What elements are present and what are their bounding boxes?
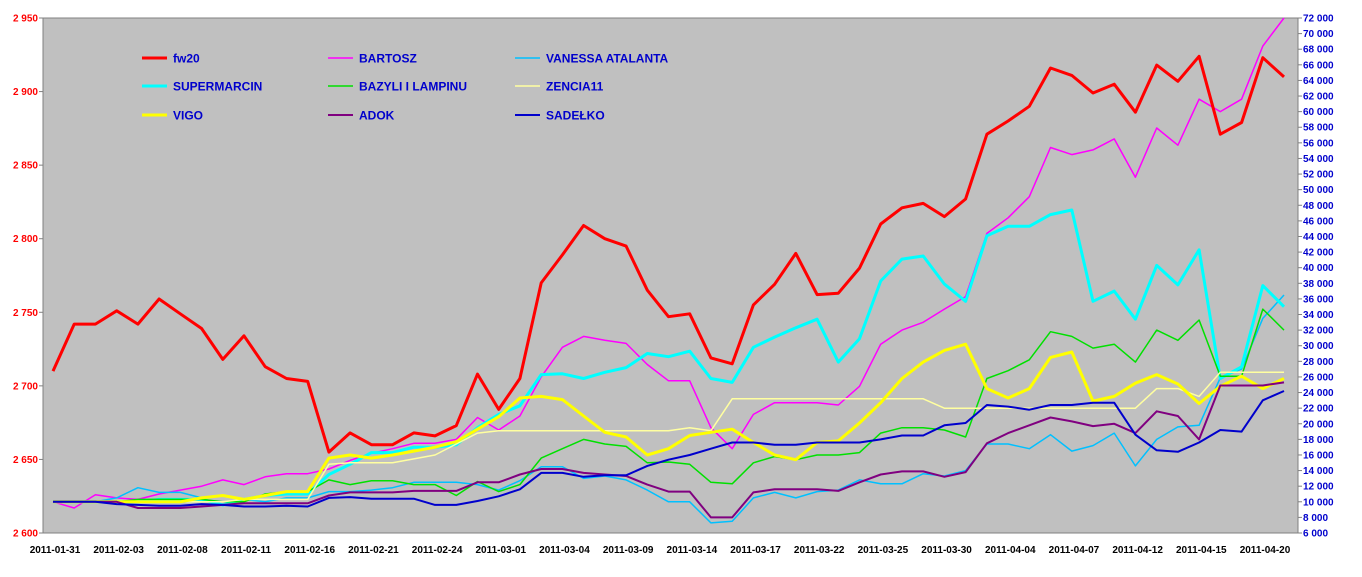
right-tick-label: 10 000 [1303, 497, 1334, 508]
x-tick-label: 2011-03-30 [921, 545, 972, 556]
series-line-vanessa-atalanta [53, 294, 1285, 524]
series-line-adok [53, 381, 1285, 519]
right-tick-label: 48 000 [1303, 201, 1334, 212]
right-tick-label: 8 000 [1303, 513, 1328, 524]
right-tick-label: 50 000 [1303, 185, 1334, 196]
right-tick-label: 18 000 [1303, 435, 1334, 446]
left-tick-label: 2 850 [13, 161, 38, 172]
left-tick-label: 2 700 [13, 381, 38, 392]
legend-label: ZENCIA11 [546, 80, 604, 94]
series-line-fw20 [51, 54, 1286, 454]
left-tick-label: 2 900 [13, 87, 38, 98]
right-tick-label: 66 000 [1303, 60, 1334, 71]
x-tick-label: 2011-04-12 [1112, 545, 1163, 556]
legend-label: SADEŁKO [546, 109, 605, 123]
right-tick-label: 24 000 [1303, 388, 1334, 399]
right-tick-label: 36 000 [1303, 294, 1334, 305]
right-tick-label: 28 000 [1303, 357, 1334, 368]
right-tick-label: 72 000 [1303, 14, 1334, 25]
left-tick-label: 2 800 [13, 234, 38, 245]
left-tick-label: 2 650 [13, 455, 38, 466]
series-lines [51, 17, 1286, 524]
x-tick-label: 2011-03-01 [475, 545, 526, 556]
x-tick-label: 2011-03-25 [858, 545, 909, 556]
right-tick-label: 12 000 [1303, 482, 1334, 493]
x-tick-label: 2011-03-14 [667, 545, 718, 556]
series-line-sade-ko [53, 390, 1285, 508]
right-tick-label: 64 000 [1303, 76, 1334, 87]
x-tick-label: 2011-03-22 [794, 545, 845, 556]
left-tick-label: 2 950 [13, 14, 38, 25]
x-tick-label: 2011-02-03 [93, 545, 144, 556]
right-tick-label: 40 000 [1303, 263, 1334, 274]
right-tick-label: 58 000 [1303, 123, 1334, 134]
plot-area [42, 17, 1299, 534]
right-tick-label: 56 000 [1303, 138, 1334, 149]
left-y-axis: 2 600 2 650 2 700 2 750 2 800 2 850 2 900 2 950 [13, 14, 43, 540]
right-tick-label: 42 000 [1303, 248, 1334, 259]
x-tick-label: 2011-02-24 [412, 545, 463, 556]
left-tick-label: 2 750 [13, 308, 38, 319]
right-y-axis: 6 000 8 000 10 000 12 000 14 000 16 000 18 000… [1298, 14, 1334, 540]
series-line-bartosz [52, 17, 1285, 509]
x-tick-label: 2011-02-11 [221, 545, 271, 556]
x-tick-label: 2011-03-17 [730, 545, 781, 556]
right-tick-label: 16 000 [1303, 450, 1334, 461]
right-tick-label: 44 000 [1303, 232, 1334, 243]
legend-label: BAZYLI I LAMPINU [359, 80, 467, 94]
right-tick-label: 6 000 [1303, 529, 1328, 540]
x-axis-labels: 2011-01-31 2011-02-03 2011-02-08 2011-02-11… [30, 545, 1291, 556]
series-line-zencia11 [53, 371, 1284, 503]
x-tick-label: 2011-02-08 [157, 545, 208, 556]
right-tick-label: 22 000 [1303, 404, 1334, 415]
right-tick-label: 32 000 [1303, 326, 1334, 337]
legend-label: VANESSA ATALANTA [546, 52, 669, 66]
right-tick-label: 20 000 [1303, 419, 1334, 430]
right-tick-label: 38 000 [1303, 279, 1334, 290]
legend-label: VIGO [173, 109, 203, 123]
x-tick-label: 2011-03-04 [539, 545, 590, 556]
right-tick-label: 30 000 [1303, 341, 1334, 352]
x-tick-label: 2011-01-31 [30, 545, 81, 556]
legend-label: ADOK [359, 109, 395, 123]
x-tick-label: 2011-04-04 [985, 545, 1036, 556]
x-tick-label: 2011-04-20 [1240, 545, 1291, 556]
legend-label: fw20 [173, 52, 200, 66]
left-tick-label: 2 600 [13, 529, 38, 540]
x-tick-label: 2011-04-15 [1176, 545, 1227, 556]
legend: fw20 BARTOSZ VANESSA ATALANTA SUPERMARCIN BA… [142, 52, 669, 123]
right-tick-label: 68 000 [1303, 45, 1334, 56]
series-line-vigo [53, 342, 1285, 504]
x-tick-label: 2011-04-07 [1049, 545, 1100, 556]
right-tick-label: 60 000 [1303, 107, 1334, 118]
right-tick-label: 34 000 [1303, 310, 1334, 321]
legend-label: BARTOSZ [359, 52, 417, 66]
x-tick-label: 2011-03-09 [603, 545, 654, 556]
x-tick-label: 2011-02-16 [284, 545, 335, 556]
legend-label: SUPERMARCIN [173, 80, 262, 94]
right-tick-label: 62 000 [1303, 92, 1334, 103]
right-tick-label: 70 000 [1303, 29, 1334, 40]
right-tick-label: 52 000 [1303, 170, 1334, 181]
right-tick-label: 14 000 [1303, 466, 1334, 477]
right-tick-label: 54 000 [1303, 154, 1334, 165]
right-tick-label: 46 000 [1303, 216, 1334, 227]
right-tick-label: 26 000 [1303, 372, 1334, 383]
x-tick-label: 2011-02-21 [348, 545, 399, 556]
